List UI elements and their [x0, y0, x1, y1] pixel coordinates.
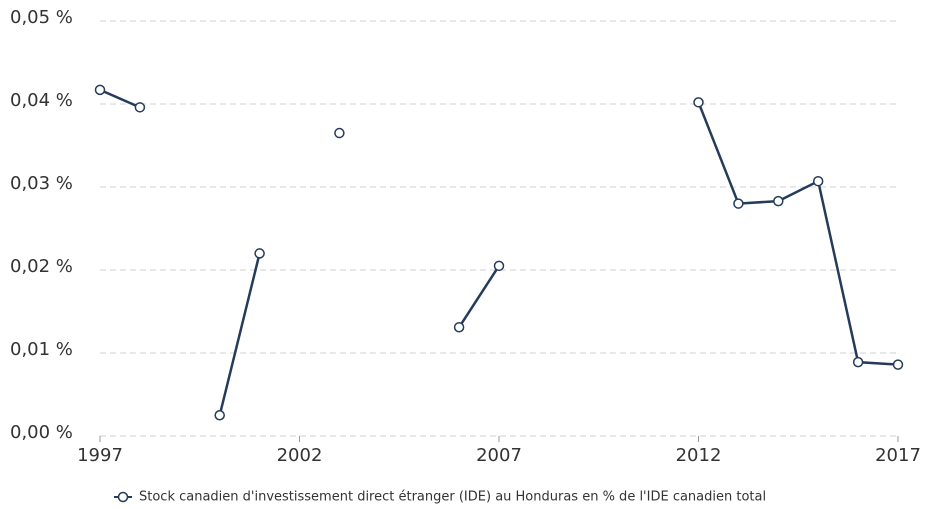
line [99, 88, 899, 416]
y-tick-label: 0,04 % [10, 90, 73, 111]
point [254, 248, 265, 259]
y-tick-label: 0,05 % [10, 7, 73, 28]
point [493, 260, 505, 272]
legend-label: Stock canadien d'investissement direct é… [139, 490, 766, 505]
point [94, 84, 106, 96]
point [773, 195, 784, 207]
point [334, 127, 345, 139]
x-tick-label: 2002 [277, 445, 323, 466]
y-tick-label: 0,00 % [10, 422, 73, 443]
x-tick-label: 2007 [476, 445, 522, 466]
point [693, 97, 704, 108]
x-tick-label: 2012 [676, 445, 722, 466]
y-tick-label: 0,02 % [10, 256, 73, 277]
legend-marker [117, 491, 129, 503]
point [134, 102, 146, 113]
y-tick-label: 0,01 % [10, 339, 73, 360]
y-tick-label: 0,03 % [10, 173, 73, 194]
x-tick-label: 2017 [875, 445, 921, 466]
point [812, 175, 824, 187]
x-tick-label: 1997 [77, 445, 123, 466]
point [453, 322, 465, 333]
point [733, 198, 744, 209]
point [852, 356, 864, 368]
point [214, 410, 225, 421]
point [892, 359, 904, 370]
